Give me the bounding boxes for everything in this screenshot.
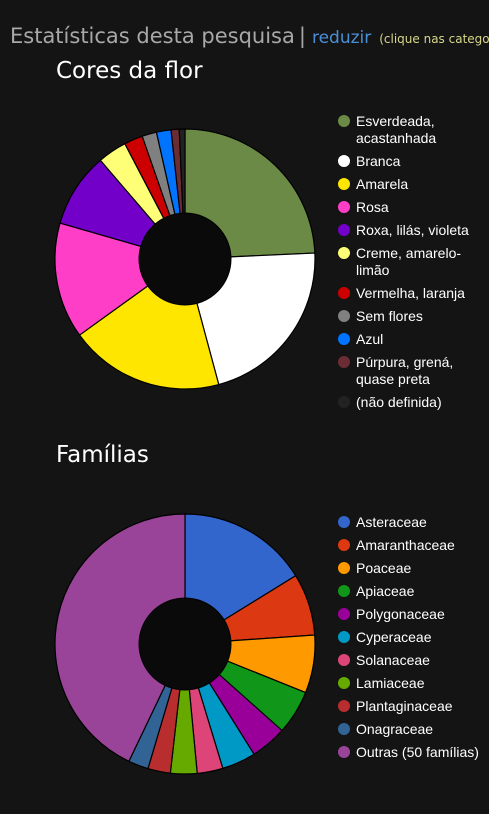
legend-label: Amaranthaceae <box>356 537 455 553</box>
legend-swatch <box>338 287 350 299</box>
stats-title: Estatísticas desta pesquisa <box>10 24 295 48</box>
stats-header: Estatísticas desta pesquisa | reduzir (cliq… <box>10 24 489 48</box>
legend-label: Poaceae <box>356 560 412 576</box>
legend-swatch <box>338 155 350 167</box>
legend-swatch <box>338 608 350 620</box>
legend-swatch <box>338 539 350 551</box>
legend-item-lamiaceae[interactable]: Lamiaceae <box>338 675 488 692</box>
legend-item-creme-amarelo-limao[interactable]: Creme, amarelo-limão <box>338 245 488 279</box>
legend-swatch <box>338 654 350 666</box>
legend-swatch <box>338 516 350 528</box>
legend-item-esverdeada-acastanhada[interactable]: Esverdeada, acastanhada <box>338 113 488 147</box>
legend-label: Roxa, lilás, violeta <box>356 222 469 238</box>
legend-swatch <box>338 396 350 408</box>
legend-label: Púrpura, grená, quase preta <box>356 354 454 387</box>
legend-swatch <box>338 677 350 689</box>
chart-title-flower-colors: Cores da flor <box>56 58 203 84</box>
legend-swatch <box>338 310 350 322</box>
legend-label: Branca <box>356 153 401 169</box>
legend-label: Vermelha, laranja <box>356 285 465 301</box>
families-donut-chart <box>54 513 316 775</box>
legend-label: Cyperaceae <box>356 629 432 645</box>
donut-hole <box>138 597 232 691</box>
legend-label: Lamiaceae <box>356 675 425 691</box>
legend-swatch <box>338 723 350 735</box>
legend-item-asteraceae[interactable]: Asteraceae <box>338 514 488 531</box>
legend-swatch <box>338 631 350 643</box>
legend-label: Esverdeada, acastanhada <box>356 113 437 146</box>
legend-label: Sem flores <box>356 308 423 324</box>
click-hint: (clique nas catego <box>379 32 489 46</box>
legend-swatch <box>338 585 350 597</box>
legend-label: Solanaceae <box>356 652 430 668</box>
legend-item-purpura-grena-quase-preta[interactable]: Púrpura, grená, quase preta <box>338 354 488 388</box>
families-legend: Asteraceae Amaranthaceae Poaceae Apiaceae Po… <box>338 514 488 767</box>
legend-swatch <box>338 700 350 712</box>
chart-title-families: Famílias <box>56 442 149 468</box>
legend-swatch <box>338 356 350 368</box>
legend-label: Rosa <box>356 199 389 215</box>
legend-swatch <box>338 224 350 236</box>
legend-label: Apiaceae <box>356 583 415 599</box>
collapse-link[interactable]: reduzir <box>311 28 372 48</box>
legend-item-polygonaceae[interactable]: Polygonaceae <box>338 606 488 623</box>
legend-item-rosa[interactable]: Rosa <box>338 199 488 216</box>
donut-hole <box>138 212 232 306</box>
legend-label: Asteraceae <box>356 514 427 530</box>
legend-label: Plantaginaceae <box>356 698 453 714</box>
legend-label: Onagraceae <box>356 721 434 737</box>
legend-label: (não definida) <box>356 394 442 410</box>
legend-label: Polygonaceae <box>356 606 445 622</box>
legend-item-branca[interactable]: Branca <box>338 153 488 170</box>
legend-item-plantaginaceae[interactable]: Plantaginaceae <box>338 698 488 715</box>
legend-swatch <box>338 746 350 758</box>
flower-colors-legend: Esverdeada, acastanhada Branca Amarela Rosa… <box>338 113 488 417</box>
legend-swatch <box>338 115 350 127</box>
legend-item-nao-definida[interactable]: (não definida) <box>338 394 488 411</box>
legend-item-azul[interactable]: Azul <box>338 331 488 348</box>
title-separator: | <box>298 24 306 48</box>
legend-item-solanaceae[interactable]: Solanaceae <box>338 652 488 669</box>
legend-swatch <box>338 201 350 213</box>
legend-item-roxa-lilas-violeta[interactable]: Roxa, lilás, violeta <box>338 222 488 239</box>
legend-item-sem-flores[interactable]: Sem flores <box>338 308 488 325</box>
legend-item-amarela[interactable]: Amarela <box>338 176 488 193</box>
legend-item-cyperaceae[interactable]: Cyperaceae <box>338 629 488 646</box>
legend-swatch <box>338 333 350 345</box>
legend-swatch <box>338 562 350 574</box>
legend-label: Azul <box>356 331 384 347</box>
legend-item-vermelha-laranja[interactable]: Vermelha, laranja <box>338 285 488 302</box>
legend-item-apiaceae[interactable]: Apiaceae <box>338 583 488 600</box>
legend-swatch <box>338 247 350 259</box>
flower-colors-donut-chart <box>54 128 316 390</box>
legend-item-onagraceae[interactable]: Onagraceae <box>338 721 488 738</box>
legend-item-outras-50-familias[interactable]: Outras (50 famílias) <box>338 744 488 761</box>
legend-label: Creme, amarelo-limão <box>356 245 462 278</box>
legend-item-poaceae[interactable]: Poaceae <box>338 560 488 577</box>
legend-swatch <box>338 178 350 190</box>
legend-label: Amarela <box>356 176 409 192</box>
legend-label: Outras (50 famílias) <box>356 744 479 760</box>
legend-item-amaranthaceae[interactable]: Amaranthaceae <box>338 537 488 554</box>
slice-outras-50-familias[interactable] <box>54 513 186 763</box>
